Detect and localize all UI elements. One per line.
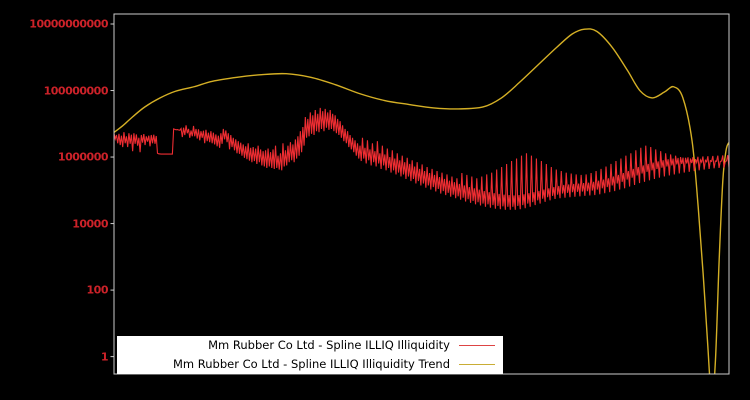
y-axis-tick-marks	[110, 23, 114, 358]
legend-swatch-illiquidity	[459, 345, 495, 346]
illiquidity-line-series	[114, 107, 729, 210]
y-tick-label: 100000000	[43, 84, 109, 98]
y-tick-label: 100	[86, 283, 109, 297]
y-tick-label: 1	[100, 350, 109, 364]
legend-label-illiquidity: Mm Rubber Co Ltd - Spline ILLIQ Illiquid…	[208, 338, 450, 352]
axes-frame	[113, 13, 730, 375]
plot-background	[114, 14, 729, 374]
y-tick-label: 10000	[72, 217, 108, 231]
chart-legend[interactable]: Mm Rubber Co Ltd - Spline ILLIQ Illiquid…	[117, 336, 503, 374]
y-axis-tick-labels: 1 100 10000 1000000 100000000 10000000000	[0, 0, 108, 400]
trend-line-series	[114, 28, 729, 374]
y-tick-label: 1000000	[57, 150, 109, 164]
legend-swatch-illiquidity-trend	[459, 364, 495, 365]
legend-entry-illiquidity-trend[interactable]: Mm Rubber Co Ltd - Spline ILLIQ Illiquid…	[117, 355, 503, 374]
legend-label-illiquidity-trend: Mm Rubber Co Ltd - Spline ILLIQ Illiquid…	[172, 357, 450, 371]
y-tick-label: 10000000000	[29, 17, 108, 31]
legend-entry-illiquidity[interactable]: Mm Rubber Co Ltd - Spline ILLIQ Illiquid…	[117, 336, 503, 355]
